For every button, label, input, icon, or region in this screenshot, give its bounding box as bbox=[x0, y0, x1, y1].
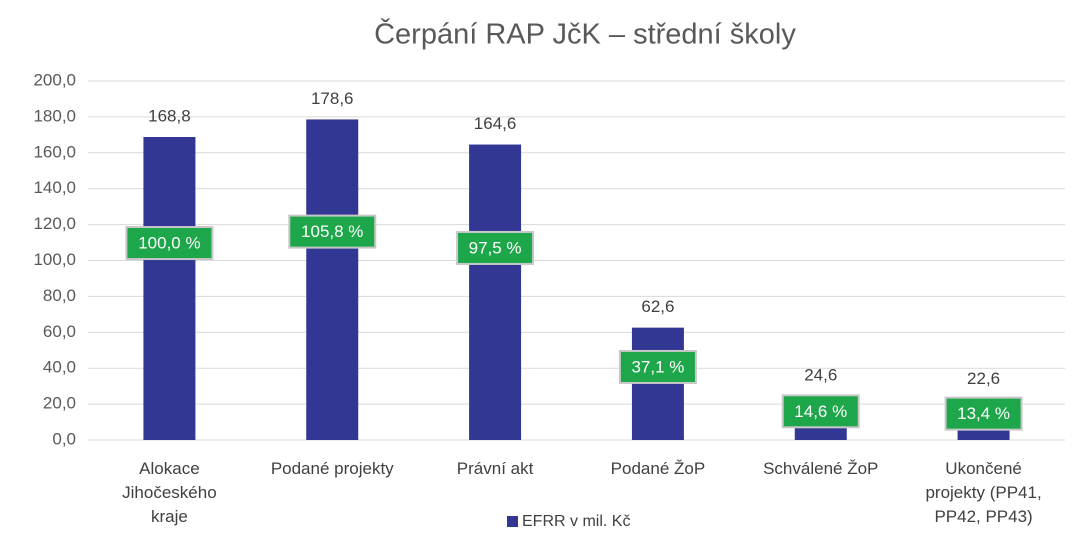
percent-box: 97,5 % bbox=[456, 230, 535, 265]
y-tick-label: 180,0 bbox=[33, 106, 76, 125]
value-label: 24,6 bbox=[804, 365, 837, 384]
y-tick-label: 100,0 bbox=[33, 250, 76, 269]
y-tick-label: 120,0 bbox=[33, 214, 76, 233]
bar bbox=[143, 137, 196, 440]
percent-box: 100,0 % bbox=[125, 226, 214, 261]
percent-box-bg bbox=[944, 396, 1023, 431]
percent-box: 105,8 % bbox=[288, 214, 377, 249]
x-tick-label: Schválené ŽoP bbox=[763, 459, 878, 478]
y-tick-label: 140,0 bbox=[33, 178, 76, 197]
percent-box-bg bbox=[456, 230, 535, 265]
legend-label: EFRR v mil. Kč bbox=[522, 513, 630, 530]
x-tick-label: Podané projekty bbox=[271, 459, 394, 478]
x-tick-label: Alokace Jihočeského kraje bbox=[122, 459, 217, 526]
x-tick-label: Podané ŽoP bbox=[611, 459, 706, 478]
value-label: 168,8 bbox=[148, 106, 191, 125]
x-tick-label: Ukončené projekty (PP41, PP42, PP43) bbox=[925, 459, 1041, 526]
value-label: 62,6 bbox=[641, 297, 674, 316]
value-label: 178,6 bbox=[311, 89, 354, 108]
y-tick-label: 20,0 bbox=[43, 394, 76, 413]
percent-label: 13,4 % bbox=[957, 404, 1010, 423]
bar bbox=[469, 144, 522, 440]
percent-box-bg bbox=[781, 394, 860, 429]
chart-title: Čerpání RAP JčK – střední školy bbox=[374, 17, 796, 51]
bar bbox=[306, 119, 359, 441]
percent-label: 100,0 % bbox=[138, 234, 200, 253]
y-tick-label: 60,0 bbox=[43, 322, 76, 341]
percent-label: 105,8 % bbox=[301, 222, 363, 241]
y-tick-label: 160,0 bbox=[33, 142, 76, 161]
x-tick-label: Právní akt bbox=[457, 459, 534, 478]
y-tick-label: 0,0 bbox=[52, 429, 76, 448]
percent-box-bg bbox=[125, 226, 214, 261]
y-tick-label: 40,0 bbox=[43, 358, 76, 377]
percent-box: 14,6 % bbox=[781, 394, 860, 429]
value-label: 22,6 bbox=[967, 369, 1000, 388]
percent-box-bg bbox=[288, 214, 377, 249]
y-tick-label: 200,0 bbox=[33, 70, 76, 89]
percent-box: 37,1 % bbox=[618, 349, 697, 384]
percent-label: 37,1 % bbox=[631, 357, 684, 376]
value-label: 164,6 bbox=[474, 114, 517, 133]
y-tick-label: 80,0 bbox=[43, 286, 76, 305]
percent-box-bg bbox=[618, 349, 697, 384]
percent-box: 13,4 % bbox=[944, 396, 1023, 431]
percent-label: 14,6 % bbox=[794, 402, 847, 421]
legend-swatch bbox=[507, 516, 518, 527]
percent-label: 97,5 % bbox=[469, 238, 522, 257]
